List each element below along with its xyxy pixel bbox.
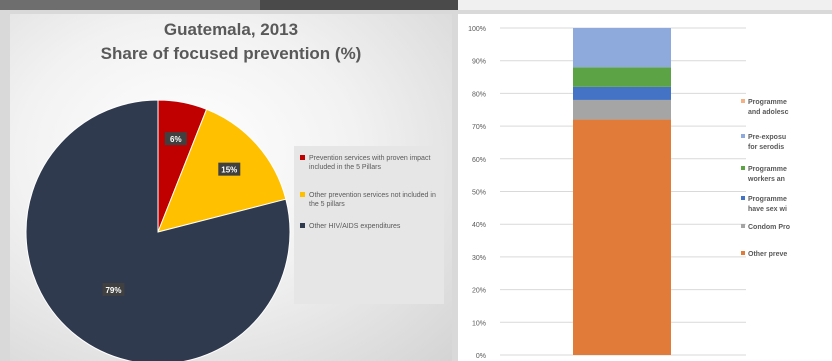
pie-legend-label: Other prevention services not included i… <box>309 192 436 208</box>
pie-data-label-box <box>218 162 241 176</box>
stacked-bar-chart: 0% 10% 20% 30% 40% 50% 60% 70% 80% 90% 100% Program… <box>468 26 790 360</box>
pie-chart: 6% 15% 79% <box>25 99 291 361</box>
bar-segment <box>573 28 671 68</box>
y-tick-label: 20% <box>472 288 486 295</box>
y-tick-label: 100% <box>468 26 486 33</box>
top-strip <box>0 0 832 10</box>
legend-swatch <box>300 192 305 197</box>
legend-swatch <box>741 224 745 228</box>
y-tick-label: 80% <box>472 91 486 98</box>
legend-label: Pre-exposu for serodis <box>748 134 786 151</box>
legend-swatch <box>741 196 745 200</box>
bar-segment <box>573 119 671 355</box>
legend-label: Programme and adolesc <box>748 99 789 116</box>
y-tick-label: 0% <box>476 353 486 360</box>
y-tick-label: 60% <box>472 157 486 164</box>
pie-data-label-box <box>164 132 187 146</box>
pie-legend: Prevention services with proven impact i… <box>294 146 444 304</box>
pie-legend-label: Other HIV/AIDS expenditures <box>309 223 401 230</box>
legend-swatch <box>741 134 745 138</box>
bar-segment <box>573 67 671 87</box>
legend-label: Programme have sex wi <box>748 196 787 213</box>
pie-chart-panel: Guatemala, 2013 Share of focused prevent… <box>10 14 452 361</box>
y-tick-label: 30% <box>472 255 486 262</box>
pie-legend-label: Prevention services with proven impact i… <box>309 155 431 171</box>
legend-swatch <box>741 99 745 103</box>
pie-chart-title: Guatemala, 2013 <box>163 20 299 39</box>
legend-swatch <box>300 155 305 160</box>
y-tick-label: 10% <box>472 320 486 327</box>
legend-swatch <box>741 251 745 255</box>
legend-label: Programme workers an <box>747 166 787 183</box>
legend-swatch <box>300 223 305 228</box>
y-tick-label: 40% <box>472 222 486 229</box>
pie-data-label: 6% <box>170 135 182 144</box>
legend-label: Other preve <box>748 251 787 258</box>
pie-chart-subtitle: Share of focused prevention (%) <box>100 44 362 63</box>
top-strip-segment <box>0 0 260 10</box>
stacked-bar-panel: 0% 10% 20% 30% 40% 50% 60% 70% 80% 90% 100% Program… <box>458 14 832 361</box>
legend-swatch <box>741 166 745 170</box>
bar-segment <box>573 86 671 100</box>
pie-data-label: 79% <box>105 286 121 295</box>
y-tick-label: 50% <box>472 190 486 197</box>
pie-data-label: 15% <box>221 166 237 175</box>
y-tick-label: 90% <box>472 59 486 66</box>
legend-label: Condom Pro <box>748 224 790 231</box>
pie-slice <box>25 99 291 361</box>
pie-data-label-box <box>102 282 125 296</box>
top-strip-segment <box>458 0 832 10</box>
bar-segment <box>573 99 671 120</box>
y-tick-label: 70% <box>472 124 486 131</box>
